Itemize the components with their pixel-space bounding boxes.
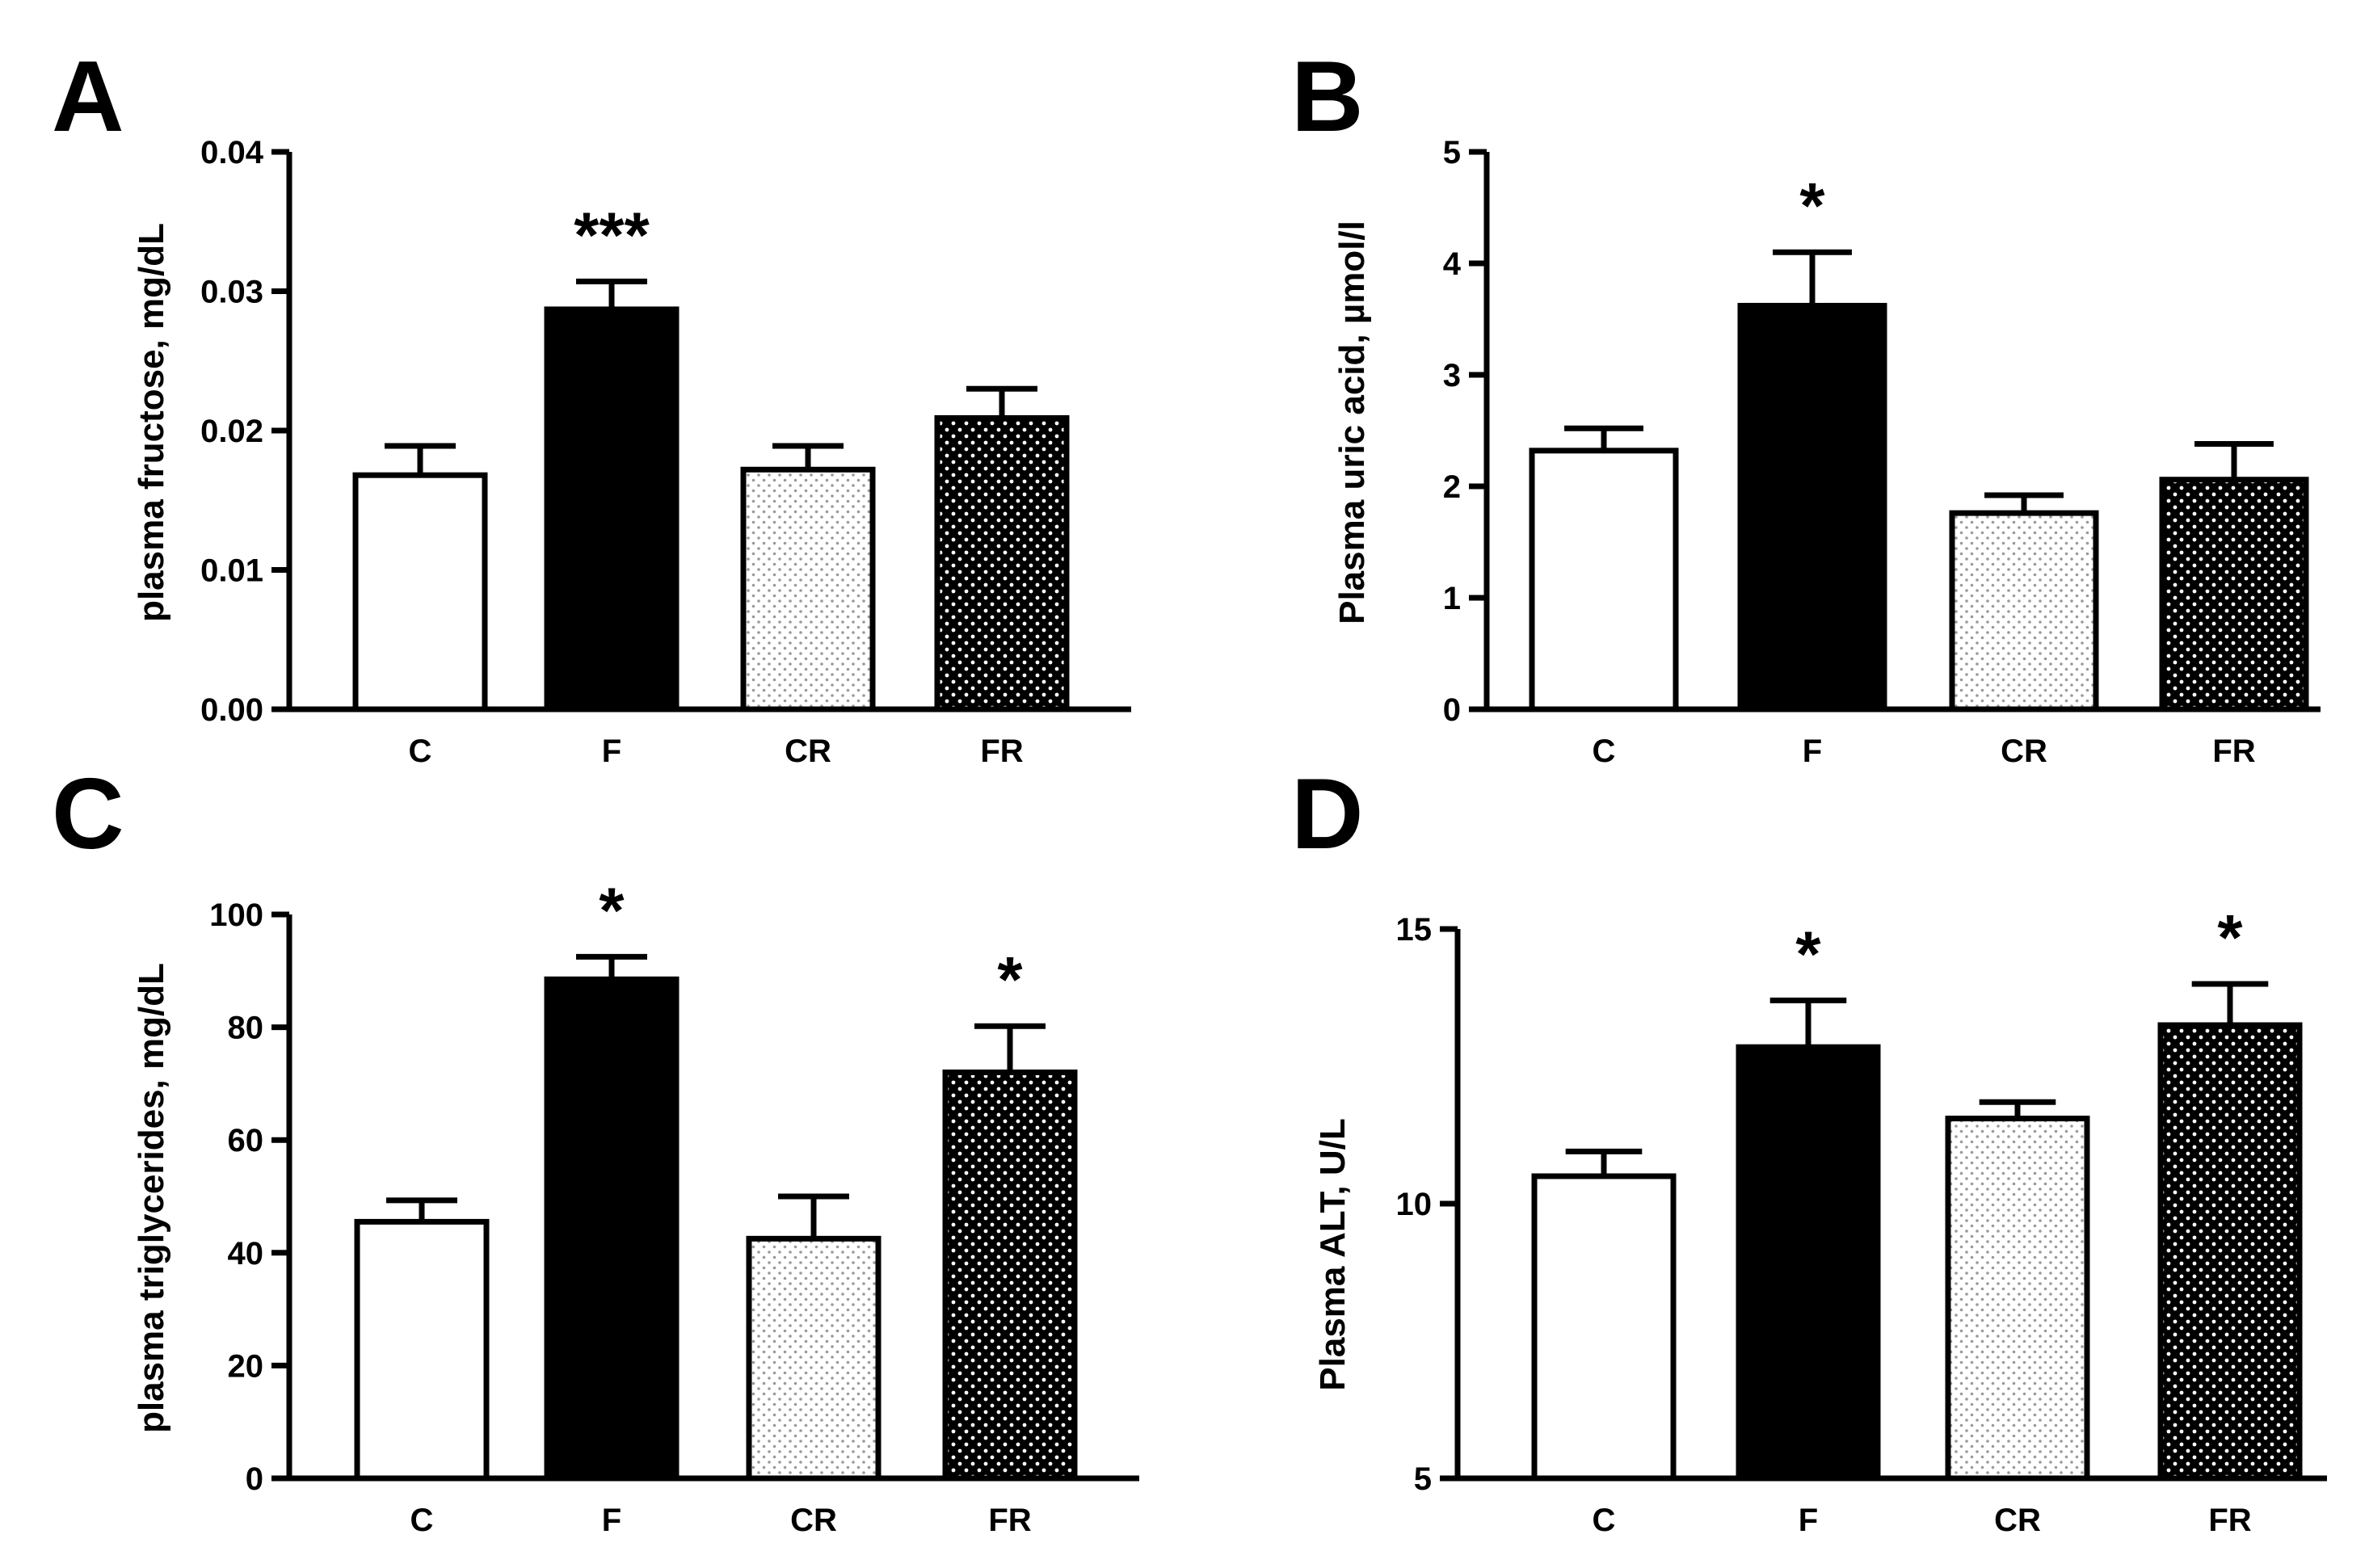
x-tick-label: F	[602, 734, 621, 769]
significance-marker: *	[599, 874, 625, 946]
panel-label-c: C	[52, 759, 124, 870]
x-tick-label: FR	[2212, 734, 2255, 769]
x-tick-label: C	[410, 1503, 434, 1538]
bar-fr	[2157, 1022, 2303, 1482]
bar-f	[1736, 1044, 1881, 1482]
x-tick-label: FR	[2208, 1503, 2251, 1538]
y-tick-label: 0.02	[200, 414, 263, 449]
chart-panel-d: D C * F CR * FR 5 10 15 Plasma ALT, U/L	[1291, 759, 2327, 1538]
y-tick-label: 2	[1443, 469, 1461, 505]
y-tick-label: 0	[246, 1461, 263, 1497]
bar-cr	[740, 466, 876, 713]
bar-cr	[1945, 1116, 2090, 1482]
bar-fr	[2159, 477, 2309, 713]
y-axis-label-a: plasma fructose, mg/dL	[132, 223, 171, 622]
bar-f	[544, 306, 680, 713]
x-tick-label: C	[1593, 734, 1616, 769]
y-tick-label: 3	[1443, 358, 1461, 393]
bar-fr	[934, 414, 1070, 713]
y-tick-label: 100	[209, 898, 263, 933]
x-tick-label: C	[1593, 1503, 1616, 1538]
x-tick-label: CR	[2001, 734, 2047, 769]
x-tick-label: CR	[785, 734, 831, 769]
panel-label-a: A	[52, 41, 124, 153]
plot-area-b: C * F CR FR 0 1 2 3 4 5	[1443, 135, 2321, 769]
significance-marker: *	[2217, 902, 2243, 973]
y-tick-label: 0.03	[200, 275, 263, 310]
bar-fr	[942, 1069, 1078, 1482]
y-tick-label: 10	[1396, 1187, 1433, 1222]
x-tick-label: FR	[980, 734, 1023, 769]
x-tick-label: F	[602, 1503, 621, 1538]
bar-c	[1529, 448, 1679, 713]
y-tick-label: 1	[1443, 581, 1461, 616]
panel-label-d: D	[1291, 759, 1364, 870]
y-tick-label: 0	[1443, 692, 1461, 728]
y-axis-label-b: Plasma uric acid, µmol/l	[1332, 221, 1372, 624]
panel-label-b: B	[1291, 41, 1364, 153]
y-tick-label: 0.00	[200, 692, 263, 728]
y-tick-label: 60	[228, 1123, 264, 1158]
y-tick-label: 0.04	[200, 135, 264, 170]
bar-cr	[746, 1235, 882, 1482]
y-tick-label: 4	[1443, 246, 1462, 282]
plot-area-a: C *** F CR FR 0.00 0.01 0.02 0.03 0.04	[200, 135, 1131, 769]
plot-area-d: C * F CR * FR 5 10 15	[1396, 902, 2327, 1538]
bar-f	[544, 976, 680, 1482]
x-tick-label: CR	[1994, 1503, 2041, 1538]
y-tick-label: 0.01	[200, 553, 263, 589]
y-axis-label-d: Plasma ALT, U/L	[1313, 1118, 1353, 1390]
bar-c	[1531, 1173, 1677, 1482]
bar-cr	[1949, 510, 2099, 713]
y-tick-label: 15	[1396, 912, 1433, 948]
x-tick-label: C	[409, 734, 432, 769]
bar-c	[352, 472, 488, 713]
plot-area-c: C * F CR * FR 0 20 40 60 80 100	[209, 874, 1139, 1538]
y-tick-label: 40	[228, 1236, 264, 1272]
x-tick-label: CR	[790, 1503, 837, 1538]
bar-c	[354, 1218, 490, 1482]
x-tick-label: F	[1803, 734, 1822, 769]
bar-f	[1737, 302, 1887, 713]
significance-marker: *	[1795, 918, 1821, 990]
y-tick-label: 20	[228, 1348, 264, 1384]
significance-marker: *	[1799, 170, 1825, 242]
y-tick-label: 5	[1414, 1461, 1432, 1497]
y-tick-label: 5	[1443, 135, 1461, 170]
chart-panel-a: A C *** F CR FR 0.00 0.01 0.02 0.03 0.04 plasma f…	[52, 41, 1131, 769]
y-tick-label: 80	[228, 1011, 264, 1046]
y-axis-label-c: plasma triglycerides, mg/dL	[132, 963, 171, 1433]
chart-panel-c: C C * F CR * FR 0 20 40 60 80 100 plasma triglyceri…	[52, 759, 1139, 1538]
x-tick-label: F	[1799, 1503, 1818, 1538]
x-tick-label: FR	[988, 1503, 1031, 1538]
significance-marker: ***	[574, 199, 650, 271]
chart-panel-b: B C * F CR FR 0 1 2 3 4 5 Plasma uric acid, µmol/l	[1291, 41, 2321, 769]
significance-marker: *	[997, 944, 1023, 1015]
